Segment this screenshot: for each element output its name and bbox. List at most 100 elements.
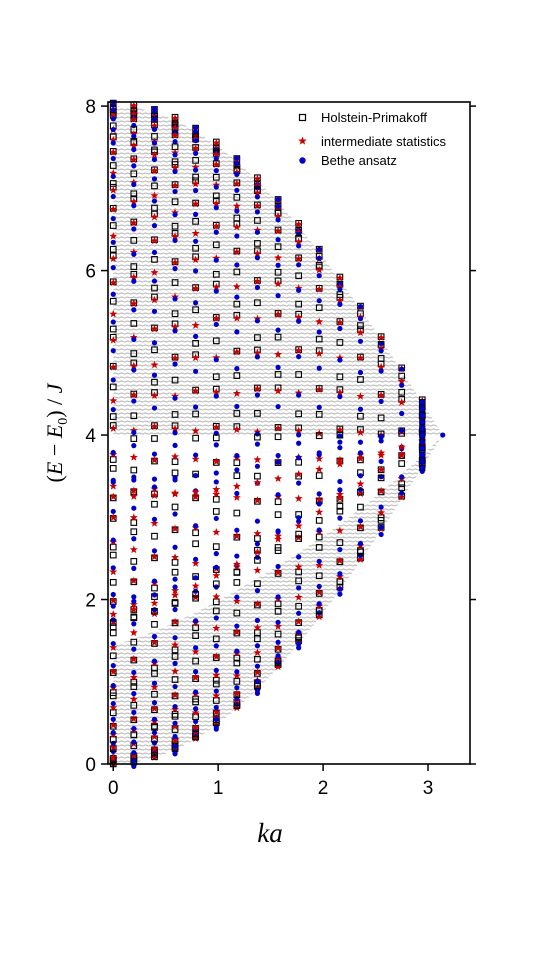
ba-point <box>193 238 199 244</box>
ba-point <box>193 333 199 339</box>
ba-point <box>213 515 219 522</box>
hp-point <box>233 372 241 379</box>
is-point <box>171 722 180 730</box>
is-point <box>232 627 241 636</box>
hp-point <box>109 162 117 169</box>
ba-point <box>275 619 281 626</box>
is-point <box>171 524 180 533</box>
dense-point <box>419 445 426 452</box>
ba-point <box>316 601 322 607</box>
hp-point <box>130 519 138 526</box>
is-point <box>129 101 138 110</box>
is-point <box>294 254 303 263</box>
ba-point <box>337 301 343 307</box>
ba-point <box>316 527 322 533</box>
is-point <box>397 398 406 406</box>
ba-bound-point <box>254 541 261 547</box>
ba-point <box>316 404 322 410</box>
is-point <box>191 386 200 395</box>
is-point <box>129 673 138 681</box>
hp-point <box>212 270 220 278</box>
hp-point <box>274 511 282 519</box>
hp-bound-point <box>315 517 323 524</box>
ba-point <box>131 429 137 436</box>
hp-point <box>130 683 138 690</box>
hp-point <box>377 514 385 522</box>
ba-point <box>254 229 261 235</box>
is-point <box>150 391 159 399</box>
hp-point <box>233 472 241 480</box>
is-point <box>109 112 118 120</box>
hp-bound-point <box>171 600 179 607</box>
ba-point <box>378 438 384 444</box>
ba-point <box>110 683 116 689</box>
ba-point <box>193 689 199 695</box>
hp-point <box>171 310 179 318</box>
ba-point <box>151 700 158 706</box>
is-point <box>253 668 262 676</box>
ba-point <box>131 505 137 511</box>
hp-point <box>212 635 220 643</box>
hp-point <box>171 458 179 466</box>
ba-point <box>151 109 158 115</box>
ba-point <box>131 226 137 232</box>
ba-bound-point <box>378 458 384 464</box>
is-point <box>109 232 118 240</box>
is-point <box>253 277 262 285</box>
y-tick-label: 4 <box>85 426 96 447</box>
ba-point <box>151 680 158 686</box>
dense-point <box>419 451 426 458</box>
y-label-sub: 0 <box>56 418 71 425</box>
x-tick-label: 3 <box>423 778 434 799</box>
x-tick-label: 2 <box>318 778 329 799</box>
hp-point <box>151 284 158 292</box>
ba-point <box>110 116 116 122</box>
is-point <box>253 201 262 210</box>
ba-gap-point <box>296 455 302 461</box>
ba-point <box>151 607 158 613</box>
ba-point <box>110 291 116 297</box>
ba-point <box>193 645 199 651</box>
ba-bound-point <box>337 487 343 493</box>
ba-point <box>296 554 302 560</box>
hp-point <box>274 630 282 638</box>
ba-point <box>316 365 322 371</box>
ba-point <box>172 733 178 740</box>
hp-point <box>130 731 138 738</box>
ba-point <box>316 329 322 335</box>
hp-point <box>357 376 364 383</box>
hp-point <box>151 182 158 190</box>
ba-point <box>110 729 116 736</box>
is-point <box>274 212 283 220</box>
is-point <box>150 744 159 753</box>
is-point <box>109 567 118 576</box>
hp-point <box>151 753 158 761</box>
ba-point <box>110 319 116 325</box>
hp-bound-point <box>274 544 282 551</box>
is-point <box>171 667 180 675</box>
hp-point <box>357 503 364 511</box>
hp-point <box>109 465 117 472</box>
is-point <box>274 622 283 630</box>
is-point <box>356 522 365 531</box>
is-bound-point <box>377 465 386 473</box>
ba-point <box>254 518 261 524</box>
ba-point <box>234 262 240 268</box>
is-point <box>129 390 138 399</box>
hp-point <box>274 433 282 441</box>
hp-point <box>315 304 323 312</box>
hp-point <box>295 634 303 642</box>
is-point <box>129 654 138 663</box>
is-point <box>171 131 180 139</box>
is-gap-point <box>129 492 138 500</box>
ba-point <box>275 196 281 202</box>
is-point <box>150 519 159 527</box>
is-point <box>356 428 365 436</box>
ba-point <box>193 404 199 410</box>
ba-point <box>213 393 219 399</box>
hp-point <box>151 664 158 672</box>
ba-point <box>131 307 137 313</box>
ba-point <box>110 377 116 383</box>
ba-point <box>151 249 158 256</box>
ba-bound-point <box>357 473 364 479</box>
